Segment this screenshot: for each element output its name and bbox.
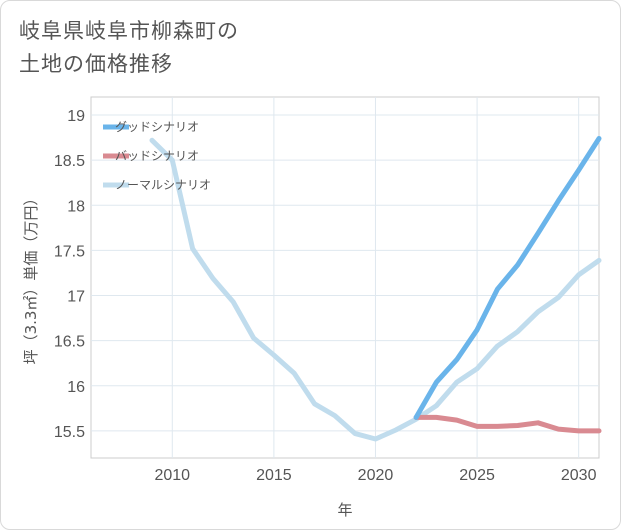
legend-label: グッドシナリオ [115, 120, 199, 134]
y-tick-label: 15.5 [54, 424, 85, 441]
series-line [149, 137, 602, 442]
plot-area [90, 96, 600, 459]
y-tick-label: 18.5 [54, 153, 85, 170]
x-tick-label: 2030 [561, 467, 597, 484]
x-tick-label: 2020 [358, 467, 394, 484]
legend-label: バッドシナリオ [115, 149, 199, 163]
series-lines [149, 136, 602, 442]
x-tick-label: 2025 [459, 467, 495, 484]
y-tick-label: 19 [67, 108, 85, 125]
x-tick-label: 2015 [256, 467, 292, 484]
y-tick-label: 16.5 [54, 334, 85, 351]
chart-title-line-1: 岐阜県岐阜市柳森町の [19, 19, 239, 43]
x-axis-title: 年 [337, 501, 352, 519]
legend-label: ノーマルシナリオ [115, 178, 211, 192]
x-tick-label: 2010 [154, 467, 190, 484]
y-tick-label: 17.5 [54, 243, 85, 260]
series-line [413, 414, 602, 434]
y-tick-label: 18 [67, 198, 85, 215]
chart-title-line-2: 土地の価格推移 [19, 52, 173, 76]
chart-title: 岐阜県岐阜市柳森町の 土地の価格推移 [19, 15, 419, 81]
y-tick-label: 17 [67, 289, 85, 306]
y-tick-label: 16 [67, 379, 85, 396]
grid-lines [91, 97, 599, 458]
x-axis-ticks: 2010 2015 2020 2025 2030 [154, 467, 596, 484]
y-axis-ticks: 15.5 16 16.5 17 17.5 18 18.5 19 [54, 108, 85, 441]
y-axis-title: 坪（3.3㎡）単価（万円） [22, 191, 40, 365]
series-line [413, 136, 602, 420]
